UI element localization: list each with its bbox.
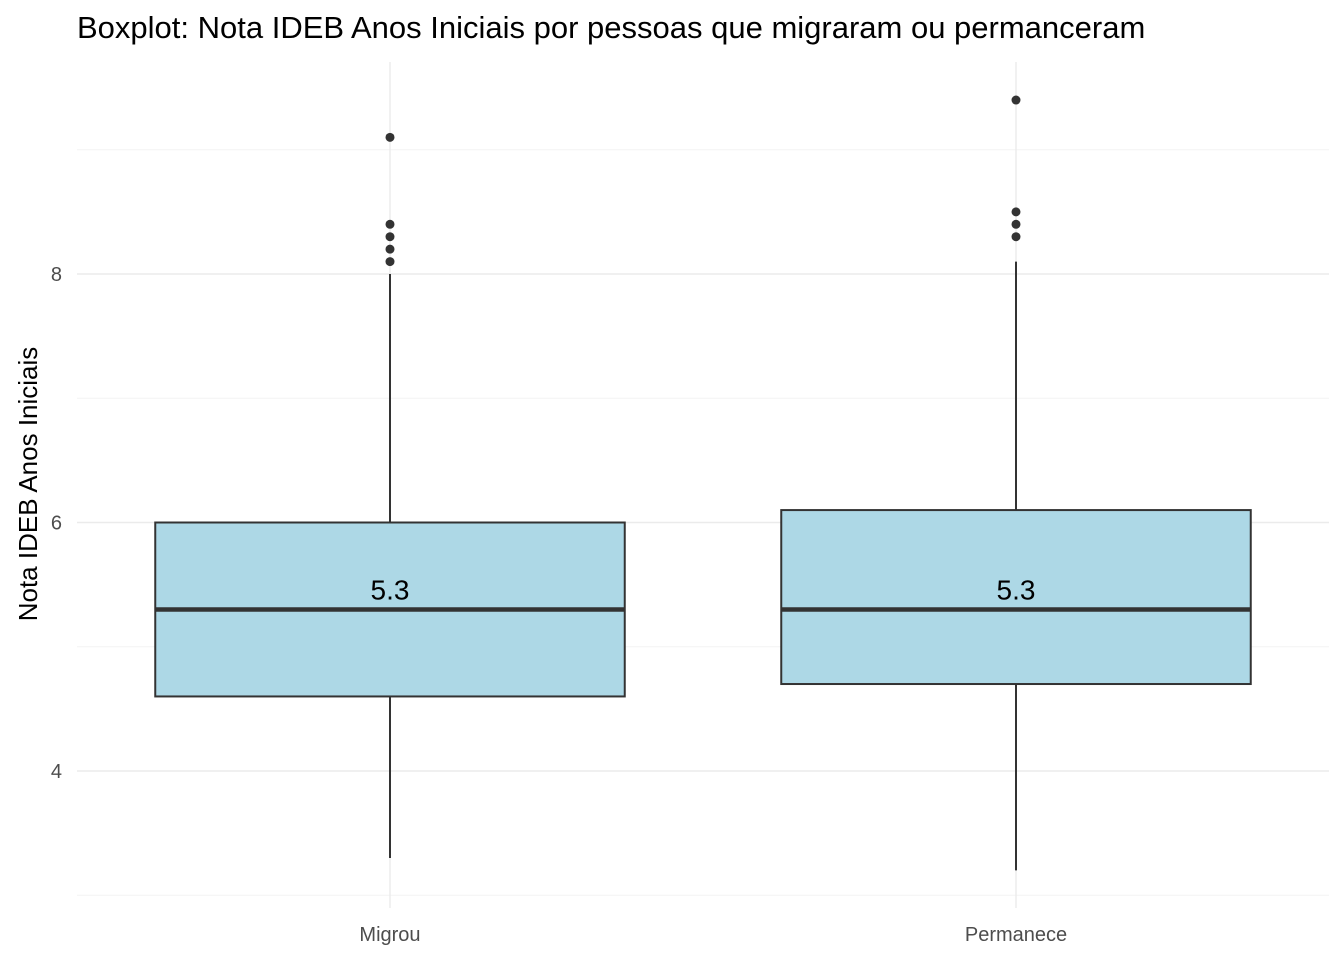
box-group-migrou: 5.3 — [154, 132, 626, 858]
y-tick-label: 8 — [51, 264, 62, 286]
outlier-point — [385, 232, 395, 242]
y-tick-label: 6 — [51, 513, 62, 535]
outlier-point — [385, 132, 395, 142]
y-tick-label: 4 — [51, 761, 62, 783]
outlier-point — [1011, 232, 1021, 242]
box-layer: 5.3 5.3 — [154, 95, 1252, 871]
x-tick-label: Migrou — [359, 924, 420, 946]
chart-title: Boxplot: Nota IDEB Anos Iniciais por pes… — [77, 10, 1146, 45]
outlier-point — [1011, 95, 1021, 105]
outlier-point — [385, 257, 395, 267]
outlier-point — [1011, 207, 1021, 217]
grid-layer — [77, 62, 1329, 908]
y-axis-title: Nota IDEB Anos Iniciais — [13, 347, 43, 622]
median-label: 5.3 — [371, 574, 410, 605]
outlier-point — [385, 244, 395, 254]
median-label: 5.3 — [997, 574, 1036, 605]
outlier-point — [1011, 219, 1021, 229]
box-group-permanece: 5.3 — [780, 95, 1252, 871]
axis-layer: 4 6 8 Migrou Permanece — [51, 264, 1067, 946]
iqr-box — [780, 509, 1252, 686]
x-tick-label: Permanece — [965, 924, 1067, 946]
outlier-point — [385, 219, 395, 229]
